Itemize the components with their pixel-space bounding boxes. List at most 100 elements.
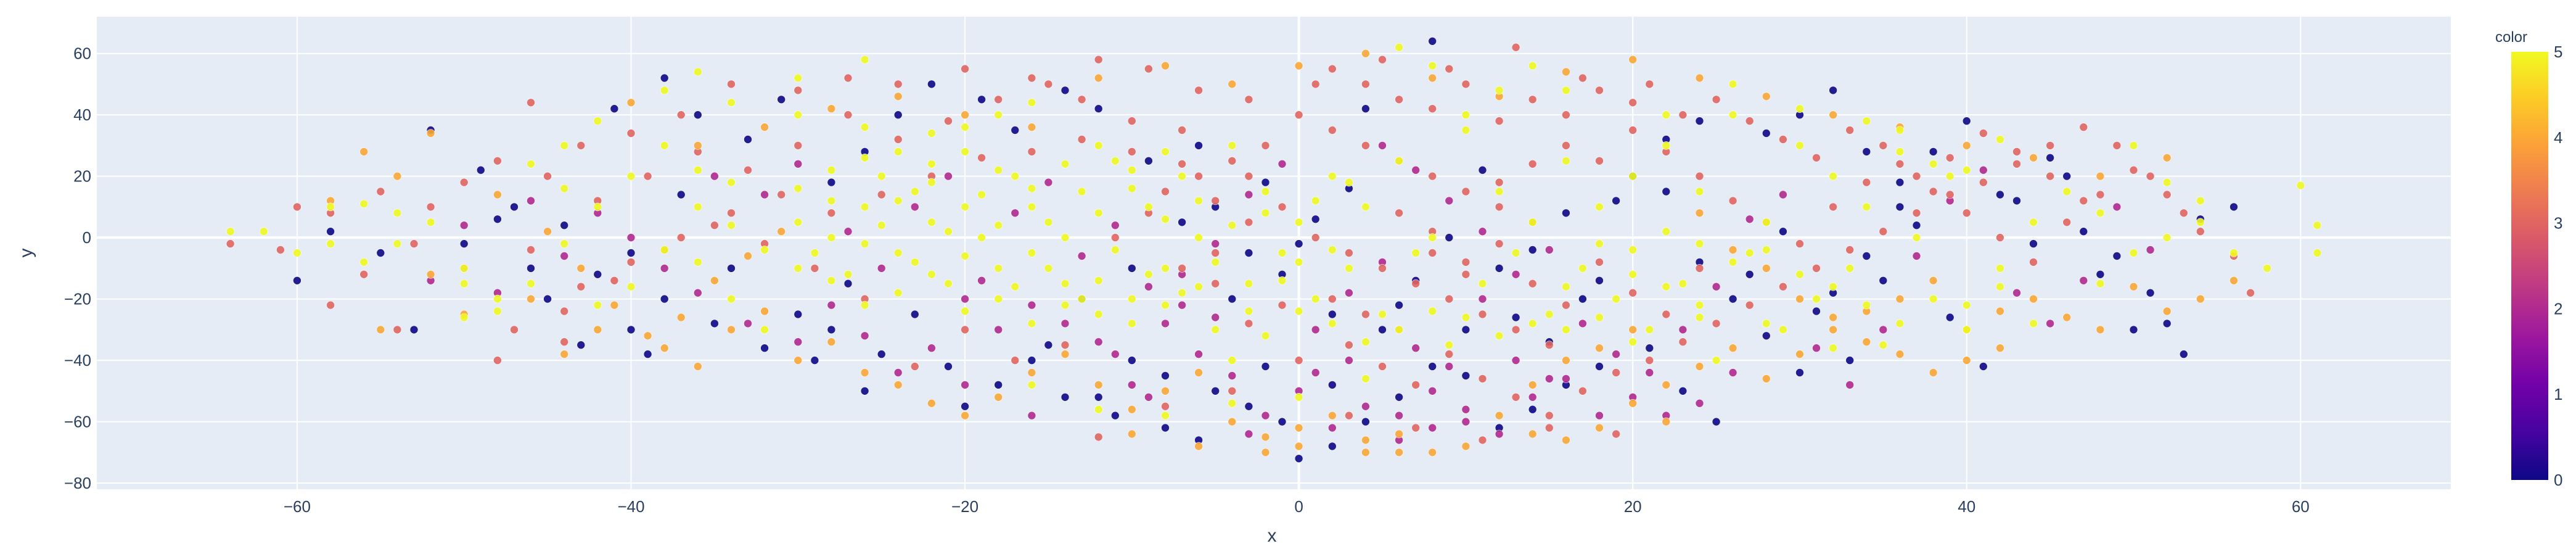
scatter-point[interactable] xyxy=(1328,126,1337,134)
scatter-point[interactable] xyxy=(927,218,936,227)
scatter-point[interactable] xyxy=(860,239,869,248)
scatter-point[interactable] xyxy=(794,310,803,319)
scatter-point[interactable] xyxy=(1345,288,1353,297)
scatter-point[interactable] xyxy=(2196,294,2205,304)
scatter-point[interactable] xyxy=(977,154,986,162)
scatter-point[interactable] xyxy=(1044,178,1053,187)
scatter-point[interactable] xyxy=(1161,423,1170,432)
scatter-point[interactable] xyxy=(1678,110,1688,119)
scatter-point[interactable] xyxy=(727,325,736,334)
scatter-point[interactable] xyxy=(560,252,569,260)
scatter-point[interactable] xyxy=(1745,300,1754,310)
scatter-point[interactable] xyxy=(1712,417,1721,426)
scatter-point[interactable] xyxy=(1027,300,1036,310)
scatter-point[interactable] xyxy=(376,249,385,257)
scatter-point[interactable] xyxy=(1578,264,1587,273)
scatter-point[interactable] xyxy=(794,110,803,119)
scatter-point[interactable] xyxy=(1712,95,1721,104)
scatter-point[interactable] xyxy=(777,190,786,199)
scatter-point[interactable] xyxy=(626,233,636,242)
scatter-point[interactable] xyxy=(2263,264,2271,273)
scatter-point[interactable] xyxy=(1929,368,1938,377)
scatter-point[interactable] xyxy=(543,172,552,181)
scatter-point[interactable] xyxy=(827,300,836,310)
scatter-point[interactable] xyxy=(893,110,903,119)
scatter-point[interactable] xyxy=(1461,258,1471,267)
scatter-point[interactable] xyxy=(1695,172,1704,181)
scatter-point[interactable] xyxy=(1228,294,1237,304)
scatter-point[interactable] xyxy=(2046,154,2054,162)
scatter-point[interactable] xyxy=(1712,282,1721,291)
scatter-point[interactable] xyxy=(676,313,686,322)
scatter-point[interactable] xyxy=(1478,310,1487,319)
scatter-point[interactable] xyxy=(994,221,1003,230)
scatter-point[interactable] xyxy=(1378,55,1387,64)
scatter-point[interactable] xyxy=(1745,270,1754,279)
scatter-point[interactable] xyxy=(827,276,836,285)
scatter-point[interactable] xyxy=(1094,337,1103,347)
scatter-point[interactable] xyxy=(626,129,636,138)
scatter-point[interactable] xyxy=(493,356,502,365)
scatter-point[interactable] xyxy=(911,258,919,267)
scatter-point[interactable] xyxy=(660,73,669,83)
scatter-point[interactable] xyxy=(1011,356,1020,365)
scatter-point[interactable] xyxy=(1795,141,1804,150)
scatter-point[interactable] xyxy=(843,227,853,236)
scatter-point[interactable] xyxy=(1428,172,1437,181)
scatter-point[interactable] xyxy=(1511,43,1520,52)
scatter-point[interactable] xyxy=(1378,264,1387,273)
scatter-point[interactable] xyxy=(576,341,586,350)
scatter-point[interactable] xyxy=(543,227,552,236)
scatter-point[interactable] xyxy=(1378,325,1387,334)
scatter-point[interactable] xyxy=(1528,405,1537,414)
scatter-point[interactable] xyxy=(1595,202,1604,212)
scatter-point[interactable] xyxy=(794,184,803,193)
scatter-point[interactable] xyxy=(1528,392,1537,402)
scatter-point[interactable] xyxy=(459,279,469,288)
scatter-point[interactable] xyxy=(1244,218,1253,227)
scatter-point[interactable] xyxy=(1128,264,1136,273)
scatter-point[interactable] xyxy=(643,172,652,181)
scatter-point[interactable] xyxy=(2029,239,2038,248)
scatter-point[interactable] xyxy=(2012,159,2021,168)
scatter-point[interactable] xyxy=(1745,249,1754,257)
scatter-point[interactable] xyxy=(860,55,869,64)
scatter-point[interactable] xyxy=(1962,325,1971,334)
scatter-point[interactable] xyxy=(1545,411,1554,420)
scatter-point[interactable] xyxy=(911,310,919,319)
scatter-point[interactable] xyxy=(1244,307,1253,316)
scatter-point[interactable] xyxy=(760,325,769,334)
scatter-point[interactable] xyxy=(1161,187,1170,196)
scatter-point[interactable] xyxy=(1445,233,1454,242)
scatter-point[interactable] xyxy=(1812,307,1821,316)
scatter-point[interactable] xyxy=(1962,141,1971,150)
scatter-point[interactable] xyxy=(1027,184,1036,193)
scatter-point[interactable] xyxy=(1762,92,1771,101)
scatter-point[interactable] xyxy=(1762,246,1771,254)
scatter-point[interactable] xyxy=(1962,165,1971,175)
scatter-point[interactable] xyxy=(1294,442,1303,451)
scatter-point[interactable] xyxy=(1662,282,1671,291)
scatter-point[interactable] xyxy=(1261,448,1270,457)
scatter-point[interactable] xyxy=(1545,423,1554,432)
scatter-point[interactable] xyxy=(1261,331,1270,341)
scatter-point[interactable] xyxy=(1294,218,1303,227)
scatter-point[interactable] xyxy=(927,344,936,353)
scatter-points[interactable] xyxy=(226,37,2322,463)
scatter-point[interactable] xyxy=(810,249,819,257)
scatter-point[interactable] xyxy=(527,294,535,304)
scatter-point[interactable] xyxy=(2012,288,2021,297)
scatter-point[interactable] xyxy=(1495,202,1504,212)
scatter-point[interactable] xyxy=(1445,294,1454,304)
scatter-point[interactable] xyxy=(1161,386,1170,395)
scatter-point[interactable] xyxy=(626,258,636,267)
scatter-point[interactable] xyxy=(777,95,786,104)
scatter-point[interactable] xyxy=(860,154,869,162)
scatter-point[interactable] xyxy=(1728,344,1737,353)
scatter-point[interactable] xyxy=(694,110,702,119)
scatter-point[interactable] xyxy=(1996,233,2004,242)
scatter-point[interactable] xyxy=(1478,436,1487,445)
scatter-point[interactable] xyxy=(1862,252,1871,260)
scatter-point[interactable] xyxy=(1178,126,1186,134)
scatter-point[interactable] xyxy=(293,276,301,285)
